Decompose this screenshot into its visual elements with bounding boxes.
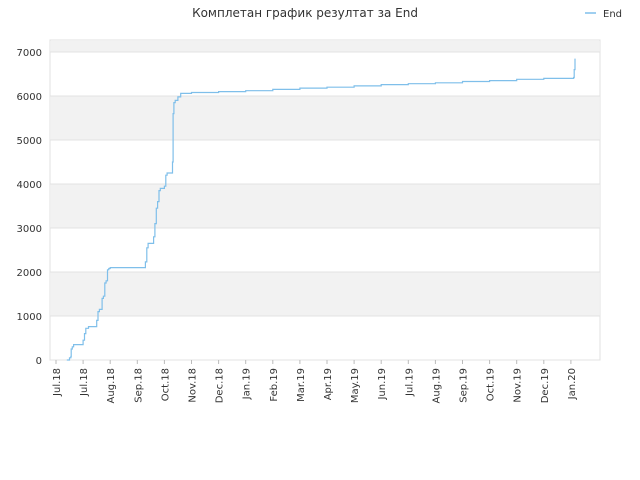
- grid-band: [51, 96, 599, 140]
- x-axis: Jul.18 Jul.18 Aug.18 Sep.18 Oct.18 Nov.18 Dec.…: [52, 360, 578, 403]
- x-tick-label: Dec.18: [215, 368, 226, 403]
- x-tick-label: Oct.19: [486, 368, 497, 401]
- grid-band: [51, 272, 599, 316]
- y-tick-label: 0: [36, 356, 42, 367]
- x-tick-label: Jul.19: [404, 368, 415, 397]
- x-tick-label: Jan.19: [242, 368, 253, 400]
- x-tick-label: Dec.19: [540, 368, 551, 403]
- x-tick-label: Sep.19: [459, 368, 470, 403]
- x-tick-label: Apr.19: [323, 368, 334, 400]
- y-tick-label: 1000: [17, 312, 42, 323]
- y-tick-label: 2000: [17, 268, 42, 279]
- grid-band: [51, 41, 599, 52]
- y-tick-label: 5000: [17, 136, 42, 147]
- series-layer: [66, 58, 576, 361]
- x-tick-label: Jul.18: [79, 368, 90, 397]
- y-axis: 0 1000 2000 3000 4000 5000 6000 7000: [17, 48, 42, 367]
- legend: End: [585, 9, 622, 20]
- x-tick-label: Jul.18: [52, 368, 63, 397]
- x-tick-label: Aug.19: [431, 368, 442, 403]
- x-tick-label: Jan.20: [567, 368, 578, 400]
- x-tick-label: Mar.19: [296, 368, 307, 402]
- x-tick-label: May.19: [350, 368, 361, 403]
- y-tick-label: 6000: [17, 92, 42, 103]
- x-tick-label: Nov.19: [513, 368, 524, 403]
- x-tick-label: Aug.18: [106, 368, 117, 403]
- y-tick-label: 3000: [17, 224, 42, 235]
- x-tick-label: Sep.18: [133, 368, 144, 403]
- grid-lines: [50, 51, 600, 361]
- grid-band: [51, 184, 599, 228]
- y-tick-label: 7000: [17, 48, 42, 59]
- grid-bands: [51, 41, 599, 316]
- x-tick-label: Oct.18: [160, 368, 171, 401]
- y-tick-label: 4000: [17, 180, 42, 191]
- legend-label: End: [603, 9, 622, 20]
- chart-title: Комплетан график резултат за End: [192, 6, 418, 20]
- x-tick-label: Nov.18: [188, 368, 199, 403]
- x-tick-label: Feb.19: [269, 368, 280, 402]
- x-tick-label: Jun.19: [377, 368, 388, 401]
- series-line-end: [66, 58, 576, 361]
